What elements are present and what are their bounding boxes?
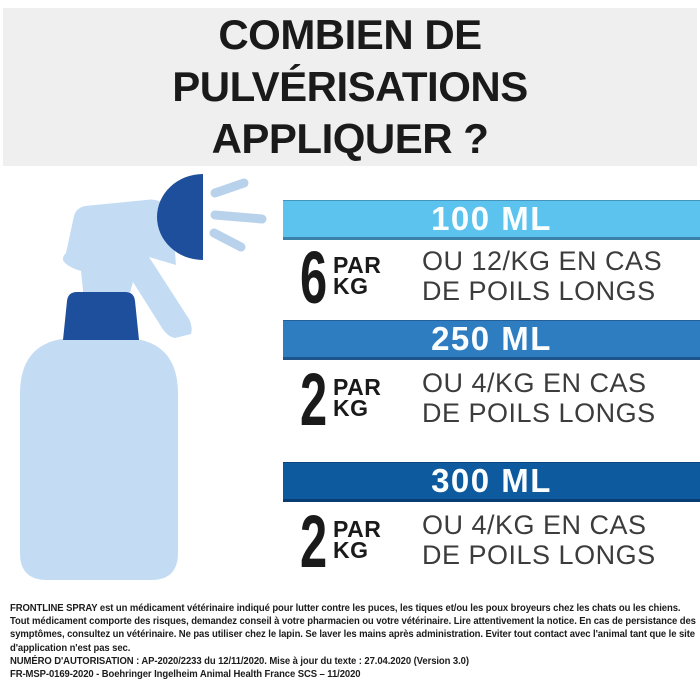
- dose-note-100ml: OU 12/KG EN CAS DE POILS LONGS: [422, 246, 663, 306]
- bottle-trigger: [62, 199, 192, 338]
- page-title: COMBIEN DE PULVÉRISATIONS APPLIQUER ?: [172, 11, 528, 162]
- legal-product-name: FRONTLINE SPRAY: [10, 602, 98, 614]
- dose-row-100ml: 6 PAR KG OU 12/KG EN CAS DE POILS LONGS: [283, 236, 700, 319]
- title-band: COMBIEN DE PULVÉRISATIONS APPLIQUER ?: [3, 8, 697, 166]
- banner-250ml: 250 ML: [283, 320, 700, 360]
- spray-lines-icon: [209, 178, 267, 252]
- dose-unit-300ml: PAR KG: [333, 516, 382, 563]
- banner-250ml-label: 250 ML: [431, 320, 552, 357]
- dose-note-300ml: OU 4/KG EN CAS DE POILS LONGS: [422, 510, 656, 570]
- legal-paragraph: FRONTLINE SPRAY est un médicament vétéri…: [10, 602, 696, 654]
- bottle-body: [20, 338, 178, 580]
- dose-number-250ml: 2: [300, 358, 328, 441]
- dose-row-300ml: 2 PAR KG OU 4/KG EN CAS DE POILS LONGS: [283, 500, 700, 583]
- dose-number-100ml: 6: [300, 236, 328, 319]
- dose-amount-100ml: 6 PAR KG: [300, 236, 422, 319]
- bottle-cap: [63, 292, 139, 340]
- dose-note-250ml: OU 4/KG EN CAS DE POILS LONGS: [422, 368, 656, 428]
- dose-amount-250ml: 2 PAR KG: [300, 358, 422, 441]
- dose-row-250ml: 2 PAR KG OU 4/KG EN CAS DE POILS LONGS: [283, 358, 700, 441]
- dose-unit-250ml: PAR KG: [333, 374, 382, 421]
- spray-bottle-icon: [0, 170, 270, 600]
- spray-bottle-svg: [20, 174, 267, 580]
- nozzle-cone: [157, 174, 203, 260]
- dose-unit-100ml: PAR KG: [333, 252, 382, 299]
- legal-reference: FR-MSP-0169-2020 - Boehringer Ingelheim …: [10, 668, 361, 681]
- banner-300ml-label: 300 ML: [431, 462, 552, 499]
- legal-authorization: NUMÉRO D'AUTORISATION : AP-2020/2233 du …: [10, 654, 469, 667]
- dose-amount-300ml: 2 PAR KG: [300, 500, 422, 583]
- legal-fine-print: FRONTLINE SPRAY est un médicament vétéri…: [10, 602, 696, 681]
- dose-number-300ml: 2: [300, 500, 328, 583]
- banner-300ml: 300 ML: [283, 462, 700, 502]
- banner-100ml-label: 100 ML: [431, 200, 552, 237]
- banner-100ml: 100 ML: [283, 200, 700, 240]
